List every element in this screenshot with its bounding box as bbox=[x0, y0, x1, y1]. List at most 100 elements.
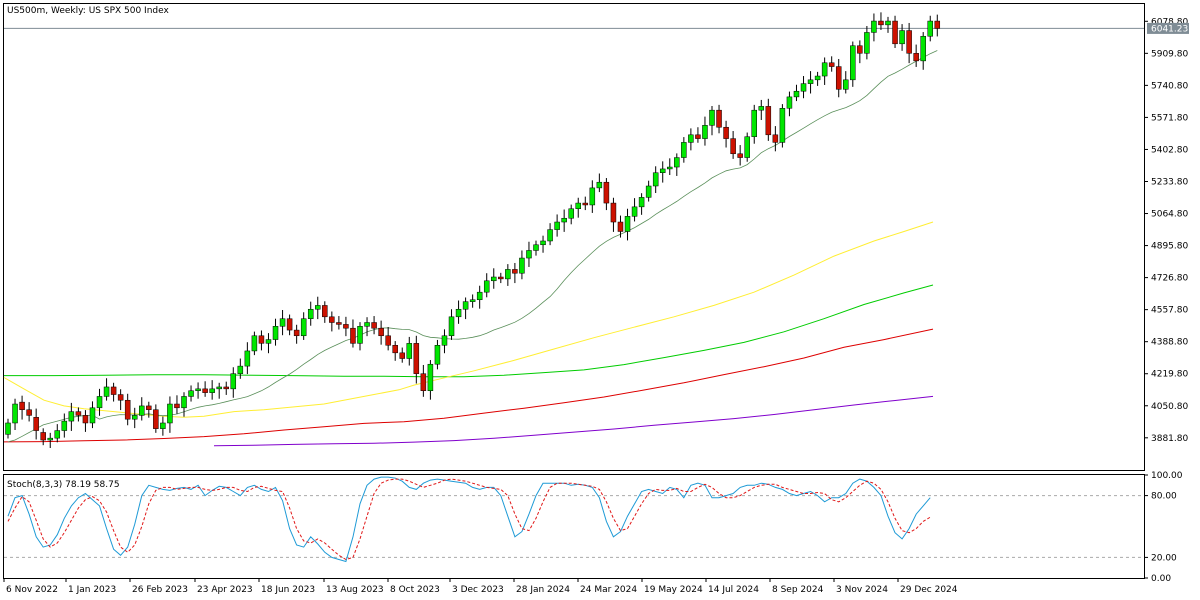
candle-up bbox=[793, 90, 800, 98]
candle-up bbox=[885, 20, 891, 26]
candle-up bbox=[455, 308, 462, 318]
candle-down bbox=[26, 409, 32, 416]
candle-up bbox=[483, 280, 490, 293]
candle-down bbox=[329, 316, 335, 323]
price-tick-label: 4219.80 bbox=[1151, 370, 1188, 380]
candle-up bbox=[871, 20, 877, 33]
candle-up bbox=[568, 208, 574, 219]
time-tick-label: 18 Jun 2023 bbox=[261, 585, 315, 595]
price-tick-label: 4388.80 bbox=[1151, 338, 1188, 348]
candle-up bbox=[364, 322, 370, 327]
candle-up bbox=[864, 32, 870, 54]
candle-down bbox=[835, 66, 842, 90]
candle-down bbox=[110, 386, 117, 395]
candle-up bbox=[702, 125, 708, 139]
candle-down bbox=[82, 415, 89, 424]
candle-up bbox=[160, 422, 166, 429]
candle-down bbox=[892, 20, 898, 45]
time-tick-label: 28 Jan 2024 bbox=[516, 585, 570, 595]
candle-down bbox=[695, 134, 701, 139]
candle-down bbox=[906, 30, 912, 54]
candle-up bbox=[807, 79, 814, 84]
candle-up bbox=[786, 96, 793, 109]
candle-up bbox=[491, 276, 497, 282]
time-tick-label: 3 Dec 2023 bbox=[452, 585, 504, 595]
candle-up bbox=[709, 109, 715, 126]
candle-up bbox=[899, 30, 905, 45]
candle-up bbox=[800, 83, 807, 92]
time-axis: 6 Nov 2022 1 Jan 2023 26 Feb 2023 23 Apr 20… bbox=[3, 578, 958, 595]
candle-up bbox=[652, 172, 659, 187]
price-tick-label: 4557.80 bbox=[1151, 306, 1188, 316]
current-price-tag: 6041.23 bbox=[1147, 22, 1189, 34]
candle-down bbox=[723, 126, 729, 139]
candle-up bbox=[575, 202, 581, 210]
candle-up bbox=[103, 386, 110, 397]
stochastic-panel-frame bbox=[3, 474, 1145, 579]
candle-up bbox=[12, 403, 18, 424]
candle-up bbox=[89, 407, 96, 424]
candle-down bbox=[498, 276, 504, 280]
candle-up bbox=[476, 291, 483, 301]
candle-up bbox=[427, 363, 434, 392]
stochastic-tick-label: 80.00 bbox=[1151, 492, 1177, 502]
candle-up bbox=[209, 388, 215, 393]
candle-up bbox=[631, 206, 638, 217]
candle-up bbox=[441, 335, 448, 346]
candle-down bbox=[420, 373, 427, 392]
candle-up bbox=[244, 350, 251, 367]
candle-up bbox=[843, 79, 849, 90]
ma150-line bbox=[3, 328, 934, 443]
stochastic-axis: 100.00 80.00 20.00 0.00 bbox=[1144, 471, 1183, 584]
price-axis: 6078.80 5909.80 5740.80 5571.80 5402.80 5233.… bbox=[1144, 17, 1188, 444]
candle-up bbox=[744, 136, 750, 158]
candle-down bbox=[737, 153, 743, 158]
candle-down bbox=[610, 202, 617, 223]
price-tick-label: 5740.80 bbox=[1151, 81, 1188, 91]
candle-down bbox=[174, 403, 180, 409]
candle-down bbox=[934, 20, 941, 29]
candle-down bbox=[765, 106, 772, 136]
candle-down bbox=[336, 322, 342, 325]
candle-up bbox=[139, 405, 145, 416]
candle-up bbox=[688, 134, 694, 143]
candle-down bbox=[857, 45, 863, 54]
candle-up bbox=[265, 339, 272, 344]
candle-up bbox=[540, 240, 546, 246]
candle-down bbox=[124, 399, 131, 420]
price-tick-label: 4895.80 bbox=[1151, 242, 1188, 252]
candle-down bbox=[117, 394, 124, 401]
time-tick-label: 13 Aug 2023 bbox=[326, 585, 384, 595]
candle-up bbox=[920, 35, 926, 62]
time-tick-label: 19 May 2024 bbox=[644, 585, 703, 595]
stochastic-signal-line bbox=[7, 478, 931, 561]
candle-up bbox=[624, 216, 631, 232]
candle-up bbox=[638, 197, 645, 208]
candle-up bbox=[279, 318, 286, 327]
candle-up bbox=[272, 326, 279, 340]
candle-down bbox=[350, 327, 356, 344]
candle-up bbox=[68, 411, 75, 422]
candle-up bbox=[230, 373, 237, 390]
candle-down bbox=[202, 388, 208, 393]
chart-title: US500m, Weekly: US SPX 500 Index bbox=[7, 6, 170, 16]
candle-up bbox=[596, 181, 603, 189]
candle-down bbox=[258, 335, 265, 344]
candle-up bbox=[681, 142, 687, 158]
candle-down bbox=[617, 221, 624, 232]
candle-down bbox=[582, 202, 589, 206]
candle-down bbox=[371, 322, 377, 329]
candle-up bbox=[300, 318, 307, 337]
ma200-line bbox=[213, 395, 934, 447]
candle-down bbox=[33, 417, 39, 431]
stochastic-plot bbox=[4, 476, 1144, 563]
candle-down bbox=[286, 318, 293, 331]
stochastic-tick-label: 100.00 bbox=[1151, 471, 1183, 481]
candle-up bbox=[554, 221, 560, 230]
candle-up bbox=[533, 244, 539, 251]
price-tick-label: 6078.80 bbox=[1151, 17, 1188, 27]
candle-up bbox=[547, 229, 553, 242]
candle-down bbox=[40, 432, 46, 441]
candle-down bbox=[512, 269, 518, 274]
